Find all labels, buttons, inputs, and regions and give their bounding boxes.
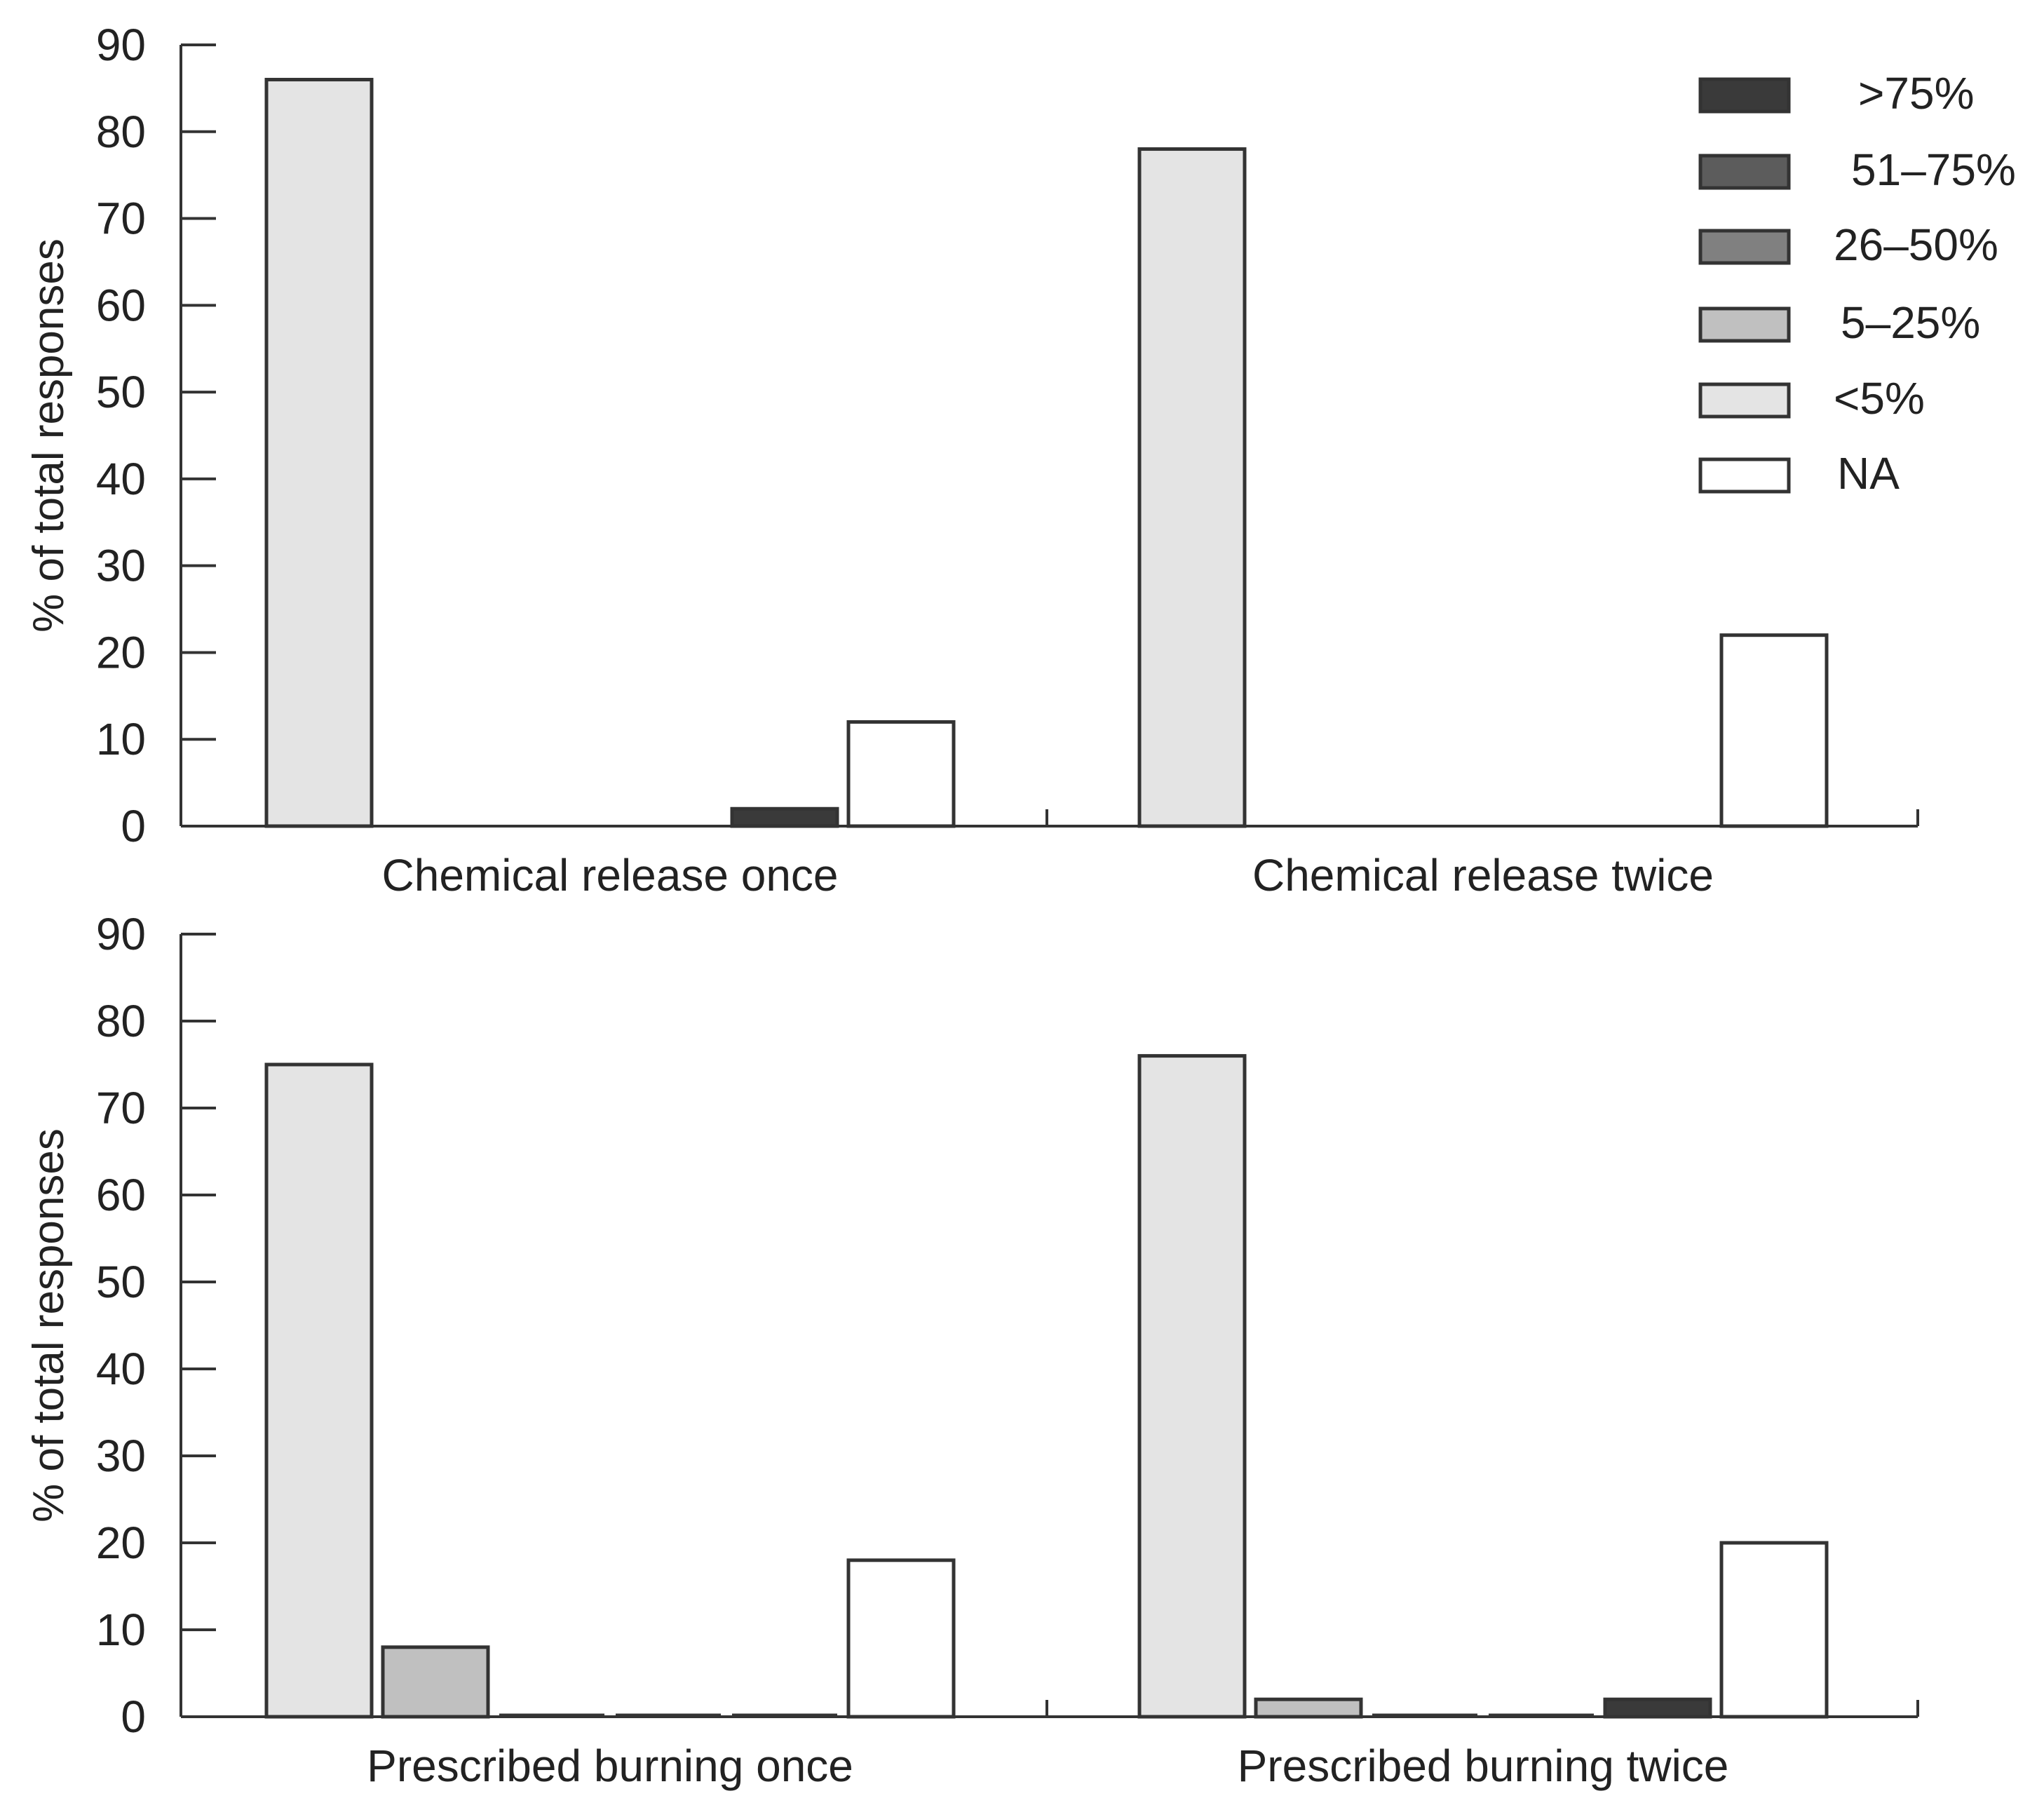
legend-swatch (1698, 457, 1791, 494)
bar-prescribed-burning-twice-5 (1719, 1541, 1829, 1719)
category-label: Prescribed burning twice (1238, 1741, 1729, 1791)
y-tick-label: 10 (96, 1605, 146, 1655)
bar-chemical-release-once-4 (730, 806, 839, 828)
y-tick-label: 20 (96, 627, 146, 677)
bar-chemical-release-once-0 (264, 78, 374, 828)
category-label: Prescribed burning once (367, 1741, 853, 1791)
legend-label: NA (1837, 448, 1900, 499)
y-tick-label: 50 (96, 1257, 146, 1307)
legend-label: <5% (1834, 373, 1925, 424)
y-tick-label: 70 (96, 1083, 146, 1133)
y-tick-label: 20 (96, 1518, 146, 1568)
legend-swatch (1698, 77, 1791, 114)
y-tick-label: 40 (96, 454, 146, 504)
bar-prescribed-burning-once-1 (381, 1645, 490, 1719)
y-tick-label: 0 (121, 1691, 146, 1742)
category-label: Chemical release once (382, 850, 839, 900)
bar-chemical-release-twice-5 (1719, 633, 1829, 828)
legend-swatch (1698, 154, 1791, 190)
y-tick-label: 60 (96, 1170, 146, 1220)
y-tick-label: 70 (96, 194, 146, 244)
y-tick-label: 50 (96, 367, 146, 417)
y-tick-label: 30 (96, 541, 146, 591)
legend-swatch (1698, 382, 1791, 419)
panel-top: 0 10 20 30 40 50 60 70 80 90 % of total responses C… (25, 20, 1919, 900)
y-tick-label: 80 (96, 107, 146, 157)
y-tick-label: 40 (96, 1344, 146, 1394)
legend-swatch (1698, 229, 1791, 265)
legend-label: >75% (1858, 68, 1974, 119)
chart-panels: 0 10 20 30 40 50 60 70 80 90 % of total responses C… (25, 20, 1919, 1791)
y-tick-label: 60 (96, 280, 146, 330)
legend-label: 51–75% (1851, 144, 2016, 195)
legend-swatch (1698, 306, 1791, 343)
category-label: Chemical release twice (1252, 850, 1714, 900)
y-tick-label: 80 (96, 996, 146, 1046)
bar-prescribed-burning-twice-1 (1254, 1697, 1363, 1719)
y-tick-label: 30 (96, 1431, 146, 1481)
bar-prescribed-burning-twice-4 (1603, 1697, 1712, 1719)
y-axis-label: % of total responses (25, 238, 73, 633)
y-axis-label: % of total responses (25, 1128, 73, 1522)
legend-label: 26–50% (1834, 220, 1998, 270)
y-tick-label: 10 (96, 714, 146, 764)
bar-prescribed-burning-once-0 (264, 1062, 374, 1719)
y-tick-label: 90 (96, 909, 146, 959)
y-tick-label: 90 (96, 20, 146, 70)
y-tick-label: 0 (121, 801, 146, 851)
bar-chemical-release-once-5 (846, 720, 956, 828)
panel-bottom: 0 10 20 30 40 50 60 70 80 90 % of total responses P… (25, 909, 1919, 1791)
bar-chemical-release-twice-0 (1137, 147, 1247, 828)
bar-prescribed-burning-once-5 (846, 1558, 956, 1719)
bar-prescribed-burning-twice-0 (1137, 1054, 1247, 1719)
legend: >75% 51–75% 26–50% 5–25% <5% NA (1698, 68, 2016, 499)
legend-label: 5–25% (1841, 297, 1980, 348)
